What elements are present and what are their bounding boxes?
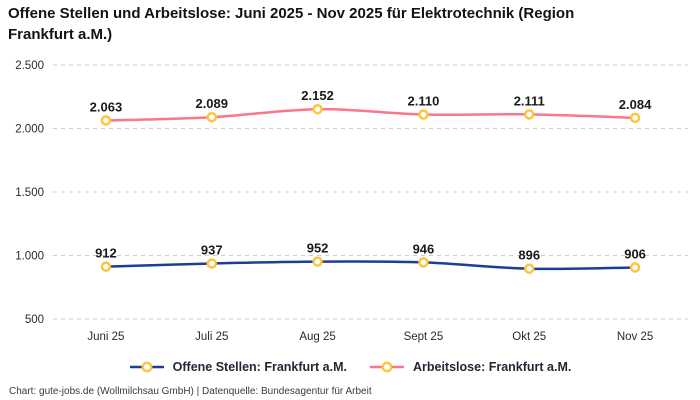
data-point-label: 2.152	[301, 88, 334, 103]
x-axis-tick-label: Sept 25	[404, 331, 444, 343]
line-chart-canvas: 500 1.000 1.500 2.000 2.500 Juni 25 Juli 25 Aug…	[15, 60, 688, 343]
y-axis-tick-label: 1.000	[15, 251, 44, 263]
legend-item-arbeitslose[interactable]: Arbeitslose: Frankfurt a.M.	[369, 360, 571, 374]
x-axis-tick-label: Aug 25	[299, 331, 335, 343]
chart-title: Offene Stellen und Arbeitslose: Juni 202…	[8, 5, 575, 43]
data-point-label: 2.089	[195, 96, 228, 111]
chart-source-attribution: Chart: gute-jobs.de (Wollmilchsau GmbH) …	[9, 386, 372, 397]
data-point-marker[interactable]	[629, 112, 641, 124]
y-axis-tick-label: 1.500	[15, 187, 44, 199]
data-point-label: 906	[624, 246, 646, 261]
data-point-marker[interactable]	[524, 263, 535, 274]
data-point-marker[interactable]	[100, 261, 112, 272]
chart-legend: Offene Stellen: Frankfurt a.M. Arbeitslo…	[0, 357, 700, 377]
legend-swatch-line-icon	[129, 361, 164, 373]
data-point-marker[interactable]	[524, 109, 535, 120]
legend-label: Arbeitslose: Frankfurt a.M.	[412, 360, 572, 374]
data-point-marker[interactable]	[100, 115, 112, 126]
x-axis-tick-label: Juli 25	[195, 331, 228, 343]
data-point-marker[interactable]	[312, 256, 323, 267]
data-point-label: 2.111	[514, 93, 545, 108]
legend-swatch-line-icon	[369, 361, 404, 373]
x-axis-tick-label: Nov 25	[617, 331, 653, 343]
data-point-label: 952	[307, 241, 329, 256]
data-point-label: 896	[518, 248, 540, 263]
y-axis-tick-label: 500	[25, 314, 44, 326]
data-point-marker[interactable]	[629, 262, 641, 273]
data-point-label: 2.110	[408, 94, 440, 109]
legend-item-offene-stellen[interactable]: Offene Stellen: Frankfurt a.M.	[129, 360, 347, 374]
data-point-label: 2.063	[90, 99, 123, 114]
data-point-marker[interactable]	[312, 103, 323, 115]
legend-label: Offene Stellen: Frankfurt a.M.	[172, 360, 347, 374]
data-point-label: 937	[201, 243, 223, 258]
data-point-label: 946	[413, 241, 435, 256]
x-axis-tick-label: Juni 25	[87, 331, 124, 343]
x-axis-tick-label: Okt 25	[512, 331, 546, 343]
data-point-marker[interactable]	[206, 111, 217, 123]
data-point-marker[interactable]	[206, 258, 217, 269]
data-point-marker[interactable]	[418, 257, 429, 268]
data-point-label: 2.084	[619, 97, 652, 112]
y-axis-tick-label: 2.000	[15, 124, 44, 136]
data-point-label: 912	[95, 246, 117, 261]
y-axis-tick-label: 2.500	[15, 60, 44, 72]
series-line-offene-stellen	[104, 260, 637, 271]
series-line-arbeitslose	[104, 107, 637, 122]
data-point-marker[interactable]	[418, 109, 429, 120]
